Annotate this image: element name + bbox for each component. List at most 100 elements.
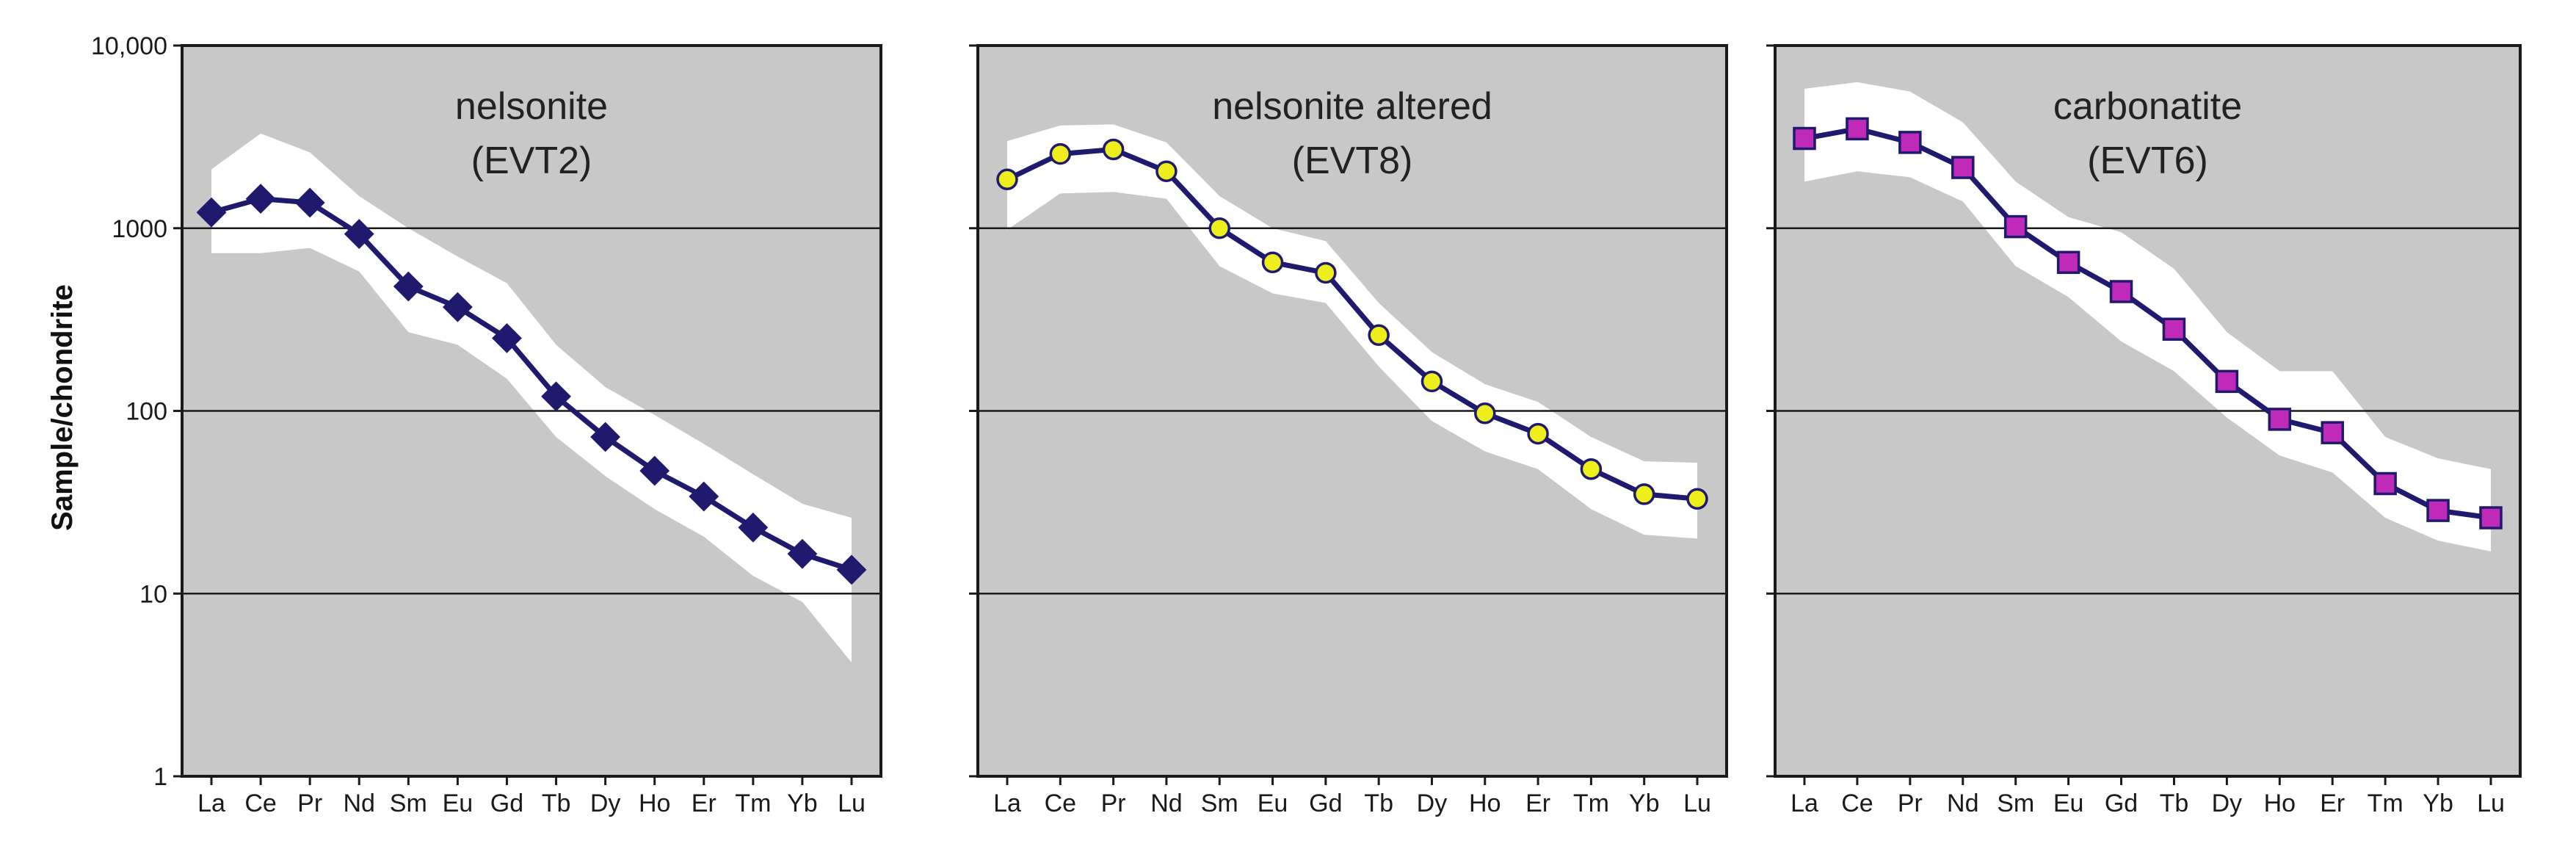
- panel-title-line1: nelsonite altered: [1212, 85, 1492, 128]
- y-tick-label: 10: [139, 580, 167, 608]
- x-tick-label: Lu: [838, 789, 866, 817]
- chart-panel-2: La Ce Pr Nd Sm Eu Gd Tb Dy Ho Er Tm Yb Lu nelsonite al…: [969, 44, 1728, 817]
- x-tick-label: Ce: [244, 789, 276, 817]
- data-point-Tm: [1580, 458, 1603, 480]
- data-point-Eu: [1261, 251, 1284, 274]
- data-point-Nd: [344, 219, 374, 250]
- x-tick-label: Dy: [590, 789, 621, 817]
- plot-frame: [976, 44, 1728, 778]
- x-tick-label: Lu: [1683, 789, 1711, 817]
- data-point-Yb: [1633, 483, 1655, 505]
- x-tick-label: Pr: [1101, 789, 1126, 817]
- x-tick-label: Yb: [2423, 789, 2453, 817]
- x-tick-label: La: [197, 789, 225, 817]
- x-tick-label: Pr: [1898, 789, 1923, 817]
- data-point-Pr: [1102, 138, 1125, 161]
- x-tick-label: Nd: [1947, 789, 1978, 817]
- data-point-Gd: [2109, 280, 2133, 303]
- x-tick-label: Tm: [1573, 789, 1609, 817]
- x-tick-label: La: [993, 789, 1021, 817]
- data-point-La: [196, 197, 227, 228]
- chart-panel-3: La Ce Pr Nd Sm Eu Gd Tb Dy Ho Er Tm Yb Lu carbonatite (…: [1766, 44, 2522, 817]
- chart-panel-1: 1 10 100 1000 10,000 La Ce Pr Nd Sm Eu Gd Tb Dy Ho Er Tm…: [91, 32, 882, 817]
- data-point-Dy: [590, 422, 621, 452]
- x-tick-label: Ho: [2264, 789, 2296, 817]
- data-point-Er: [1527, 422, 1549, 445]
- data-point-Sm: [1208, 217, 1230, 239]
- data-point-Tm: [2373, 471, 2397, 496]
- panel-title-line1: carbonatite: [2053, 85, 2242, 128]
- x-tick-label: Er: [1525, 789, 1550, 817]
- x-tick-label: Ce: [1045, 789, 1076, 817]
- y-tick-label: 100: [126, 398, 167, 426]
- data-point-Eu: [2056, 250, 2080, 275]
- x-tick-label: Gd: [1309, 789, 1342, 817]
- x-tick-label: Sm: [390, 789, 427, 817]
- x-tick-label: Sm: [1997, 789, 2034, 817]
- data-point-Sm: [2003, 214, 2028, 239]
- x-tick-label: Gd: [490, 789, 523, 817]
- x-tick-label: Nd: [343, 789, 374, 817]
- range-envelope: [211, 133, 852, 662]
- data-point-Lu: [2479, 506, 2503, 530]
- x-tick-label: Ce: [1841, 789, 1873, 817]
- panel-title-line2: (EVT2): [471, 140, 592, 182]
- data-point-Gd: [1315, 261, 1337, 284]
- data-point-La: [1793, 126, 1816, 151]
- data-point-Yb: [787, 538, 818, 569]
- range-envelope: [1804, 82, 2491, 552]
- data-point-Ho: [1474, 402, 1496, 424]
- x-tick-label: Eu: [2053, 789, 2084, 817]
- x-tick-label: Eu: [443, 789, 474, 817]
- data-point-Gd: [492, 323, 522, 353]
- x-tick-label: Ho: [1469, 789, 1501, 817]
- x-tick-label: Yb: [787, 789, 818, 817]
- x-tick-label: Ho: [639, 789, 670, 817]
- data-point-Sm: [393, 271, 424, 302]
- data-point-Tb: [1368, 324, 1390, 347]
- x-tick-label: Er: [2320, 789, 2345, 817]
- x-tick-label: Dy: [1417, 789, 1448, 817]
- x-tick-label: Tb: [1364, 789, 1393, 817]
- range-envelope: [1007, 124, 1697, 539]
- data-point-Dy: [1421, 370, 1443, 393]
- data-point-Nd: [1951, 156, 1975, 179]
- x-tick-label: Sm: [1201, 789, 1238, 817]
- data-point-Lu: [1686, 488, 1708, 510]
- data-point-La: [996, 168, 1018, 191]
- x-tick-label: Eu: [1258, 789, 1288, 817]
- data-point-Yb: [2426, 499, 2450, 522]
- panel-title-line1: nelsonite: [455, 85, 608, 128]
- data-point-Tm: [738, 512, 769, 543]
- data-point-Eu: [442, 292, 473, 322]
- data-point-Pr: [1898, 131, 1922, 154]
- y-tick-label: 1000: [112, 215, 167, 243]
- x-tick-label: Tb: [2160, 789, 2189, 817]
- plot-frame: [1774, 44, 2522, 778]
- x-tick-label: Tb: [542, 789, 571, 817]
- data-point-Ho: [2268, 408, 2292, 431]
- data-point-Tb: [2162, 317, 2186, 342]
- x-tick-label: Yb: [1629, 789, 1660, 817]
- plot-frame: [181, 44, 882, 778]
- data-point-Ce: [1846, 117, 1869, 141]
- x-tick-label: Nd: [1150, 789, 1182, 817]
- x-tick-label: Gd: [2105, 789, 2138, 817]
- data-point-Ce: [1049, 142, 1072, 165]
- data-point-Ho: [639, 455, 670, 486]
- data-point-Er: [2321, 421, 2344, 444]
- x-tick-label: Dy: [2212, 789, 2243, 817]
- y-axis-label: Sample/chondrite: [46, 284, 79, 531]
- x-tick-label: Tm: [735, 789, 771, 817]
- x-tick-label: La: [1790, 789, 1818, 817]
- data-point-Nd: [1155, 160, 1178, 182]
- panel-title-line2: (EVT6): [2087, 140, 2208, 182]
- data-point-Pr: [294, 187, 325, 218]
- x-tick-label: Lu: [2477, 789, 2505, 817]
- y-tick-label: 10,000: [91, 32, 167, 60]
- data-point-Lu: [836, 554, 867, 585]
- x-tick-label: Tm: [2368, 789, 2403, 817]
- x-tick-label: Pr: [297, 789, 322, 817]
- data-point-Er: [689, 481, 719, 512]
